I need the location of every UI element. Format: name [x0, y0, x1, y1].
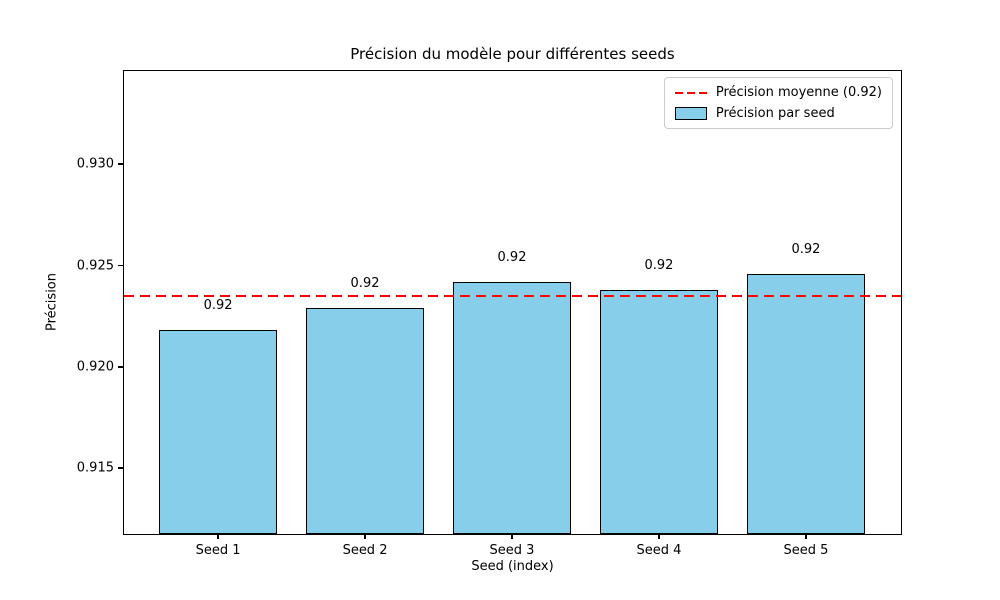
bar-seed-1	[159, 330, 277, 535]
legend-item-mean: Précision moyenne (0.92)	[674, 85, 882, 100]
bar-value-label: 0.92	[791, 241, 821, 257]
plot-area: 0.92 0.92 0.92 0.92 0.92 Seed 1 Seed 2 Seed 3 S…	[77, 70, 902, 558]
mean-dashed-line	[124, 294, 901, 297]
x-tick-label: Seed 1	[195, 543, 241, 558]
bar-seed-5	[747, 273, 865, 535]
y-tick-mark	[117, 264, 123, 267]
bar-value-label: 0.92	[350, 276, 380, 292]
y-tick-label: 0.930	[76, 156, 114, 172]
bar-seed-3	[453, 281, 571, 535]
legend-label-mean: Précision moyenne (0.92)	[715, 85, 882, 100]
x-tick-label: Seed 2	[342, 543, 388, 558]
x-tick-mark	[658, 534, 660, 539]
y-tick-mark	[117, 366, 123, 368]
x-tick-label: Seed 5	[783, 543, 829, 558]
x-tick-label: Seed 3	[489, 543, 535, 558]
y-axis-label: Précision	[44, 272, 60, 332]
y-tick-label: 0.920	[76, 359, 114, 375]
bar-value-label: 0.92	[644, 257, 674, 273]
bar-patch-sample-icon	[674, 107, 707, 120]
dashed-line-sample-icon	[674, 91, 707, 94]
bar-seed-2	[306, 308, 424, 535]
x-axis-label: Seed (index)	[471, 559, 554, 574]
bar-value-label: 0.92	[497, 249, 527, 265]
legend: Précision moyenne (0.92) Précision par s…	[663, 77, 893, 129]
bar-value-label: 0.92	[203, 298, 233, 314]
y-tick-label: 0.925	[76, 258, 114, 274]
y-tick-label: 0.915	[76, 460, 114, 476]
chart-title: Précision du modèle pour différentes see…	[350, 45, 675, 63]
x-tick-label: Seed 4	[636, 543, 682, 558]
y-tick-mark	[117, 163, 123, 165]
x-tick-mark	[217, 534, 219, 539]
x-tick-mark	[511, 534, 513, 539]
y-tick-mark	[117, 467, 123, 469]
legend-label-bars: Précision par seed	[715, 106, 835, 121]
x-tick-mark	[805, 534, 807, 539]
x-tick-mark	[364, 534, 366, 539]
legend-item-bars: Précision par seed	[674, 106, 882, 121]
bar-seed-4	[600, 289, 718, 535]
